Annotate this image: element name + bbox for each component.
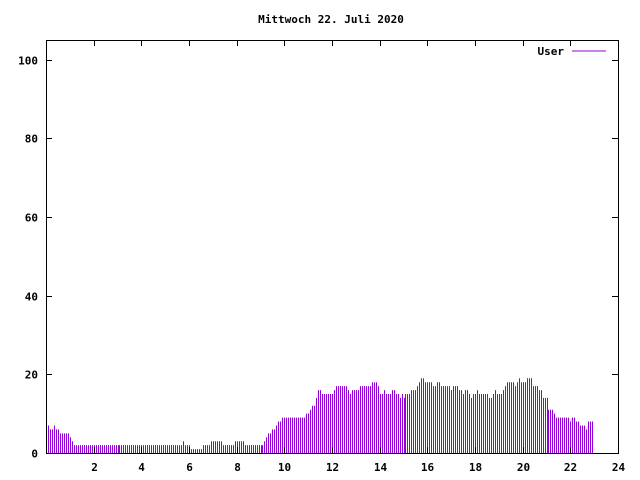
x-tick-label: 6 (186, 461, 193, 474)
y-tick-label: 40 (25, 291, 38, 304)
bars-group (46, 378, 593, 453)
x-tick-label: 8 (234, 461, 241, 474)
x-tick-label: 2 (91, 461, 98, 474)
chart-title: Mittwoch 22. Juli 2020 (258, 13, 404, 26)
plot-border (46, 40, 619, 454)
x-tick-label: 4 (138, 461, 145, 474)
x-tick-label: 22 (564, 461, 577, 474)
y-tick-label: 100 (18, 55, 38, 68)
x-tick-label: 18 (469, 461, 482, 474)
y-tick-label: 0 (31, 448, 38, 461)
y-tick-label: 60 (25, 212, 38, 225)
y-tick-label: 80 (25, 133, 38, 146)
legend-label-user: User (538, 45, 565, 58)
x-tick-label: 10 (278, 461, 291, 474)
legend: User (538, 45, 606, 58)
y-tick-label: 20 (25, 369, 38, 382)
x-tick-label: 12 (326, 461, 339, 474)
x-tick-label: 14 (374, 461, 388, 474)
x-tick-label: 24 (612, 461, 626, 474)
x-tick-label: 20 (517, 461, 530, 474)
x-tick-label: 16 (421, 461, 435, 474)
